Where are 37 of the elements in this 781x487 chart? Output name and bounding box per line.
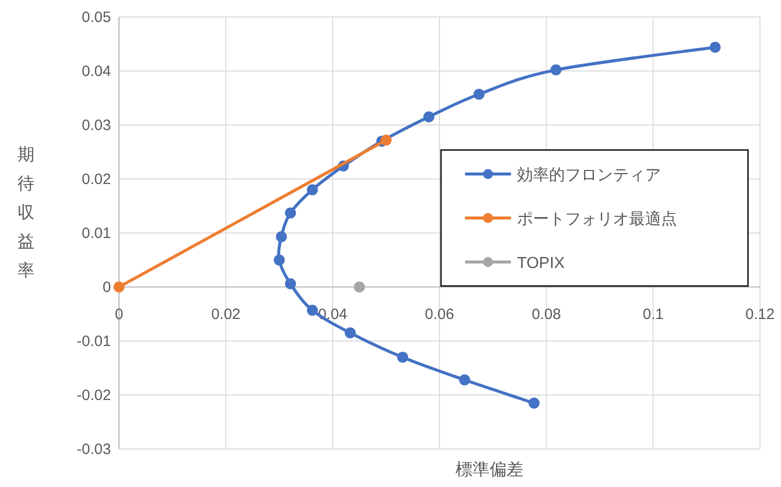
x-tick-label: 0.06 xyxy=(424,306,454,323)
x-tick-label: 0.02 xyxy=(211,306,240,323)
point xyxy=(274,254,285,266)
point xyxy=(306,304,318,316)
point xyxy=(710,42,721,53)
x-axis-title: 標準偏差 xyxy=(456,460,524,479)
point xyxy=(423,111,434,122)
y-tick-label: 0.04 xyxy=(82,63,111,80)
x-tick-label: 0 xyxy=(114,306,124,323)
x-tick-label: 0.12 xyxy=(745,306,775,323)
y-tick-label: 0.01 xyxy=(82,225,111,242)
y-tick-label: -0.02 xyxy=(76,387,111,404)
point xyxy=(459,374,470,386)
legend-label: ポートフォリオ最適点 xyxy=(517,210,677,228)
y-tick-label: 0 xyxy=(102,279,111,296)
y-tick-label: 0.03 xyxy=(82,117,111,134)
point xyxy=(284,278,296,290)
x-tick-label: 0.1 xyxy=(642,306,664,323)
point xyxy=(380,134,392,146)
legend-label: TOPIX xyxy=(517,255,566,272)
y-tick-label: 0.05 xyxy=(82,9,111,26)
point xyxy=(344,327,356,338)
legend-label: 効率的フロンティア xyxy=(517,166,661,184)
x-tick-label: 0.08 xyxy=(532,306,561,323)
point xyxy=(528,398,540,409)
point xyxy=(306,184,318,196)
y-axis-title: 期待収益率 xyxy=(18,145,34,280)
point xyxy=(354,282,365,292)
point xyxy=(397,352,408,363)
point xyxy=(276,231,287,242)
point xyxy=(114,282,124,292)
point xyxy=(284,208,296,219)
point xyxy=(550,64,562,76)
y-tick-label: 0.02 xyxy=(82,171,111,188)
point xyxy=(474,88,485,100)
y-tick-label: -0.01 xyxy=(76,333,111,350)
y-tick-label: -0.03 xyxy=(76,441,111,458)
